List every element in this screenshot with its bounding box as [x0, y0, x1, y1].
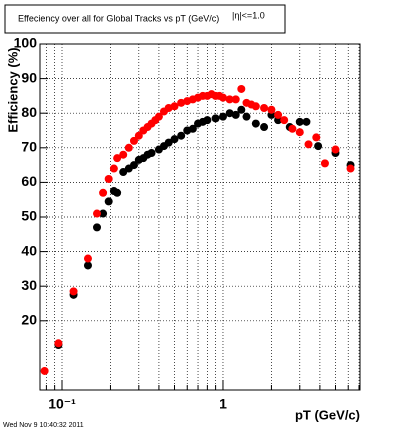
data-point — [113, 154, 122, 163]
y-tick-label: 60 — [21, 173, 37, 189]
y-tick-label: 70 — [21, 139, 37, 155]
data-point — [218, 93, 227, 102]
x-tick-label: 10⁻¹ — [48, 396, 76, 412]
data-point — [104, 197, 113, 206]
data-point — [295, 117, 304, 126]
data-point — [177, 98, 186, 107]
data-point — [83, 254, 92, 263]
data-point — [295, 128, 304, 137]
y-tick-label: 20 — [21, 312, 37, 328]
data-point — [104, 174, 113, 183]
data-point — [188, 124, 197, 133]
y-tick-label: 90 — [21, 69, 37, 85]
data-point — [203, 116, 212, 125]
data-point — [69, 287, 78, 296]
y-tick-label: 30 — [21, 277, 37, 293]
data-point — [40, 366, 49, 375]
data-point — [251, 119, 260, 128]
data-point — [177, 131, 186, 140]
x-axis-label: pT (GeV/c) — [295, 407, 360, 422]
data-point — [260, 123, 269, 132]
data-point — [320, 159, 329, 168]
data-point — [99, 209, 108, 218]
data-point — [304, 140, 313, 149]
data-point — [129, 161, 138, 170]
data-point — [237, 84, 246, 93]
data-point — [83, 261, 92, 270]
data-point — [260, 104, 269, 113]
y-tick-label: 40 — [21, 242, 37, 258]
y-tick-label: 50 — [21, 208, 37, 224]
data-point — [225, 109, 234, 118]
data-point — [331, 145, 340, 154]
data-point — [218, 112, 227, 121]
data-point — [124, 143, 133, 152]
data-point — [267, 105, 276, 114]
data-point — [211, 114, 220, 123]
data-point — [314, 142, 323, 151]
footer: Wed Nov 9 10:40:32 2011 — [3, 422, 84, 429]
data-point — [231, 95, 240, 104]
data-point — [225, 95, 234, 104]
y-tick-label: 100 — [14, 35, 38, 51]
data-point — [170, 135, 179, 144]
data-point — [154, 112, 163, 121]
data-point — [237, 105, 246, 114]
data-point — [99, 188, 108, 197]
data-point — [134, 131, 143, 140]
data-point — [129, 136, 138, 145]
y-tick-label: 80 — [21, 104, 37, 120]
data-point — [93, 209, 102, 218]
data-point — [274, 110, 283, 119]
data-point — [170, 102, 179, 111]
data-point — [346, 164, 355, 173]
data-point — [231, 110, 240, 119]
data-point — [119, 150, 128, 159]
data-point — [251, 102, 260, 111]
data-point — [312, 133, 321, 142]
x-tick-label: 1 — [219, 396, 227, 412]
data-point — [54, 339, 63, 348]
data-point — [302, 117, 311, 126]
data-point — [280, 116, 289, 125]
y-axis-label: Efficiency (%) — [5, 47, 20, 132]
data-point — [109, 164, 118, 173]
data-point — [288, 124, 297, 133]
data-point — [164, 138, 173, 147]
title-box — [4, 4, 286, 34]
data-point — [93, 223, 102, 232]
data-point — [242, 112, 251, 121]
annotation: |η|<=1.0 — [232, 10, 265, 20]
data-point — [147, 148, 156, 157]
data-point — [113, 188, 122, 197]
chart-title: Effeciency over all for Global Tracks vs… — [18, 13, 219, 23]
